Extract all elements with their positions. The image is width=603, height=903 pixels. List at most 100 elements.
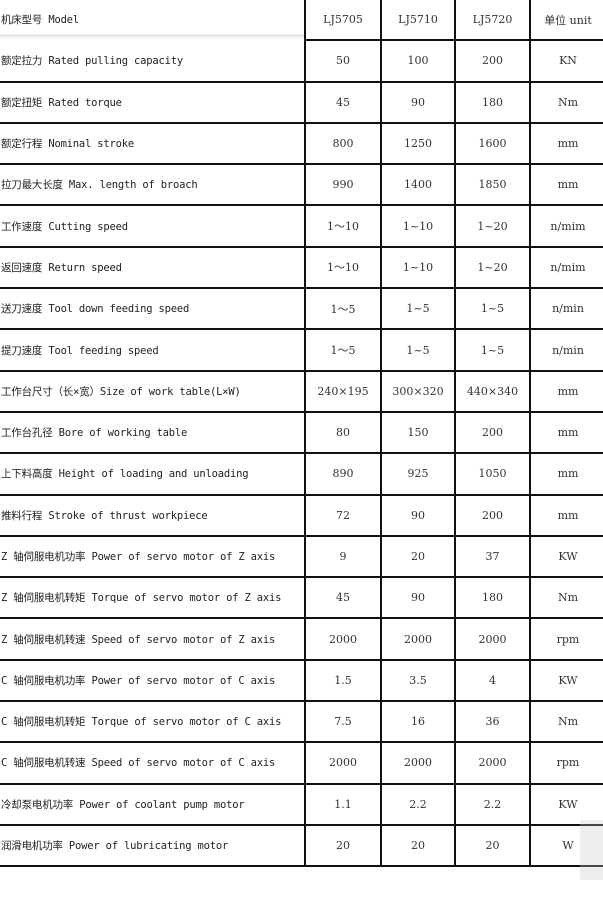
value-cell: 200 bbox=[454, 493, 531, 537]
table-row: 工作台孔径 Bore of working table 80 150 200 mm bbox=[0, 410, 603, 455]
value-cell: 20 bbox=[380, 823, 456, 868]
value-cell: 1250 bbox=[380, 121, 456, 166]
header-model: LJ5705 bbox=[304, 0, 382, 42]
value-cell: 2000 bbox=[454, 617, 531, 661]
unit-cell: KW bbox=[529, 782, 603, 826]
unit-cell: Nm bbox=[529, 576, 603, 620]
value-cell: 440×340 bbox=[454, 369, 531, 413]
value-cell: 2000 bbox=[380, 617, 456, 661]
unit-cell: n/min bbox=[529, 287, 603, 331]
param-cell: Z 轴伺服电机转速 Speed of servo motor of Z axis bbox=[0, 617, 306, 661]
header-row: 机床型号 Model LJ5705 LJ5710 LJ5720 单位 unit bbox=[0, 0, 603, 42]
unit-cell: Nm bbox=[529, 80, 603, 124]
value-cell: 300×320 bbox=[380, 369, 456, 413]
table-row: 润滑电机功率 Power of lubricating motor 20 20 20 W bbox=[0, 823, 603, 868]
param-cell: C 轴伺服电机转速 Speed of servo motor of C axis bbox=[0, 741, 306, 785]
header-model: LJ5720 bbox=[454, 0, 531, 42]
value-cell: 200 bbox=[454, 39, 531, 83]
value-cell: 37 bbox=[454, 534, 531, 579]
value-cell: 3.5 bbox=[380, 658, 456, 703]
table-row: 提刀速度 Tool feeding speed 1～5 1~5 1~5 n/min bbox=[0, 328, 603, 372]
value-cell: 240×195 bbox=[304, 369, 382, 413]
unit-cell: n/mim bbox=[529, 204, 603, 248]
param-cell: Z 轴伺服电机转矩 Torque of servo motor of Z axi… bbox=[0, 576, 306, 620]
unit-cell: mm bbox=[529, 493, 603, 537]
table-row: 送刀速度 Tool down feeding speed 1～5 1~5 1~5 n/m… bbox=[0, 287, 603, 331]
value-cell: 1050 bbox=[454, 452, 531, 496]
unit-cell: rpm bbox=[529, 617, 603, 661]
value-cell: 1~5 bbox=[380, 328, 456, 372]
table-row: Z 轴伺服电机转矩 Torque of servo motor of Z axi… bbox=[0, 576, 603, 620]
param-cell: 额定拉力 Rated pulling capacity bbox=[0, 39, 306, 83]
unit-cell: KN bbox=[529, 39, 603, 83]
unit-cell: Nm bbox=[529, 700, 603, 744]
param-cell: 提刀速度 Tool feeding speed bbox=[0, 328, 306, 372]
value-cell: 2.2 bbox=[380, 782, 456, 826]
value-cell: 2000 bbox=[454, 741, 531, 785]
param-cell: 工作速度 Cutting speed bbox=[0, 204, 306, 248]
value-cell: 1～10 bbox=[304, 204, 382, 248]
value-cell: 72 bbox=[304, 493, 382, 537]
table-row: C 轴伺服电机转矩 Torque of servo motor of C axi… bbox=[0, 700, 603, 744]
unit-cell: mm bbox=[529, 121, 603, 166]
table-row: 额定拉力 Rated pulling capacity 50 100 200 KN bbox=[0, 39, 603, 83]
value-cell: 4 bbox=[454, 658, 531, 703]
value-cell: 100 bbox=[380, 39, 456, 83]
param-cell: C 轴伺服电机功率 Power of servo motor of C axis bbox=[0, 658, 306, 703]
value-cell: 890 bbox=[304, 452, 382, 496]
value-cell: 90 bbox=[380, 80, 456, 124]
value-cell: 990 bbox=[304, 163, 382, 207]
unit-cell: KW bbox=[529, 658, 603, 703]
value-cell: 45 bbox=[304, 576, 382, 620]
value-cell: 20 bbox=[304, 823, 382, 868]
unit-cell: KW bbox=[529, 534, 603, 579]
param-cell: 送刀速度 Tool down feeding speed bbox=[0, 287, 306, 331]
param-cell: 额定行程 Nominal stroke bbox=[0, 121, 306, 166]
param-cell: 工作台尺寸（长×宽）Size of work table(L×W) bbox=[0, 369, 306, 413]
watermark bbox=[580, 820, 603, 880]
value-cell: 150 bbox=[380, 410, 456, 455]
unit-cell: mm bbox=[529, 369, 603, 413]
table-row: C 轴伺服电机功率 Power of servo motor of C axis… bbox=[0, 658, 603, 703]
value-cell: 2000 bbox=[380, 741, 456, 785]
unit-cell: n/min bbox=[529, 328, 603, 372]
param-cell: 冷却泵电机功率 Power of coolant pump motor bbox=[0, 782, 306, 826]
value-cell: 90 bbox=[380, 493, 456, 537]
value-cell: 1~20 bbox=[454, 245, 531, 290]
value-cell: 1.1 bbox=[304, 782, 382, 826]
param-cell: C 轴伺服电机转矩 Torque of servo motor of C axi… bbox=[0, 700, 306, 744]
unit-cell: mm bbox=[529, 163, 603, 207]
param-cell: Z 轴伺服电机功率 Power of servo motor of Z axis bbox=[0, 534, 306, 579]
value-cell: 1~5 bbox=[454, 287, 531, 331]
value-cell: 1850 bbox=[454, 163, 531, 207]
unit-cell: W bbox=[529, 823, 603, 868]
table-row: 工作速度 Cutting speed 1～10 1~10 1~20 n/mim bbox=[0, 204, 603, 248]
value-cell: 180 bbox=[454, 576, 531, 620]
value-cell: 1~5 bbox=[454, 328, 531, 372]
header-model: LJ5710 bbox=[380, 0, 456, 42]
table-row: 拉刀最大长度 Max. length of broach 990 1400 1850 m… bbox=[0, 163, 603, 207]
table-row: 额定扭矩 Rated torque 45 90 180 Nm bbox=[0, 80, 603, 124]
value-cell: 180 bbox=[454, 80, 531, 124]
value-cell: 80 bbox=[304, 410, 382, 455]
table-row: 推料行程 Stroke of thrust workpiece 72 90 200 mm bbox=[0, 493, 603, 537]
value-cell: 925 bbox=[380, 452, 456, 496]
value-cell: 16 bbox=[380, 700, 456, 744]
table-row: 返回速度 Return speed 1～10 1~10 1~20 n/mim bbox=[0, 245, 603, 290]
value-cell: 1~10 bbox=[380, 245, 456, 290]
value-cell: 200 bbox=[454, 410, 531, 455]
unit-cell: rpm bbox=[529, 741, 603, 785]
value-cell: 9 bbox=[304, 534, 382, 579]
spec-table: 机床型号 Model LJ5705 LJ5710 LJ5720 单位 unit … bbox=[0, 0, 603, 868]
value-cell: 1～5 bbox=[304, 287, 382, 331]
value-cell: 2.2 bbox=[454, 782, 531, 826]
param-cell: 额定扭矩 Rated torque bbox=[0, 80, 306, 124]
table-row: 额定行程 Nominal stroke 800 1250 1600 mm bbox=[0, 121, 603, 166]
value-cell: 20 bbox=[454, 823, 531, 868]
table-row: Z 轴伺服电机转速 Speed of servo motor of Z axis… bbox=[0, 617, 603, 661]
table-row: 冷却泵电机功率 Power of coolant pump motor 1.1 2.… bbox=[0, 782, 603, 826]
param-cell: 推料行程 Stroke of thrust workpiece bbox=[0, 493, 306, 537]
header-unit: 单位 unit bbox=[529, 0, 603, 42]
value-cell: 7.5 bbox=[304, 700, 382, 744]
value-cell: 800 bbox=[304, 121, 382, 166]
